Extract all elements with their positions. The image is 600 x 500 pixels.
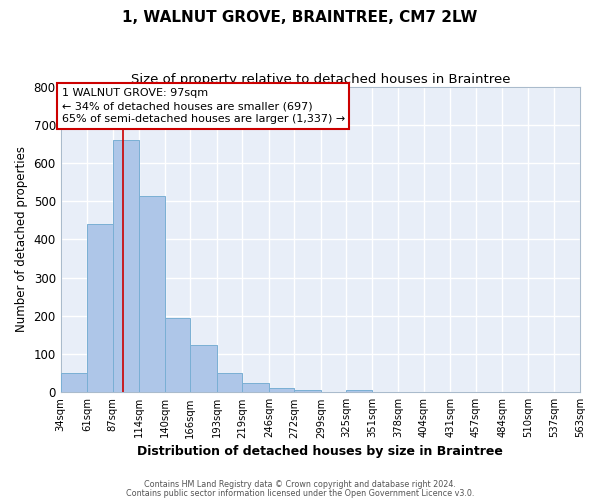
Bar — [139, 196, 165, 392]
Bar — [113, 140, 139, 392]
Bar — [217, 373, 242, 392]
Title: Size of property relative to detached houses in Braintree: Size of property relative to detached ho… — [131, 72, 510, 86]
Bar — [87, 224, 113, 392]
Text: Contains HM Land Registry data © Crown copyright and database right 2024.: Contains HM Land Registry data © Crown c… — [144, 480, 456, 489]
Bar — [190, 344, 217, 393]
Bar — [295, 390, 321, 392]
Bar — [242, 383, 269, 392]
Y-axis label: Number of detached properties: Number of detached properties — [15, 146, 28, 332]
Bar — [165, 318, 190, 392]
Bar — [346, 390, 372, 392]
Text: 1, WALNUT GROVE, BRAINTREE, CM7 2LW: 1, WALNUT GROVE, BRAINTREE, CM7 2LW — [122, 10, 478, 25]
Bar — [61, 373, 87, 392]
Text: Contains public sector information licensed under the Open Government Licence v3: Contains public sector information licen… — [126, 488, 474, 498]
X-axis label: Distribution of detached houses by size in Braintree: Distribution of detached houses by size … — [137, 444, 503, 458]
Bar — [269, 388, 295, 392]
Text: 1 WALNUT GROVE: 97sqm
← 34% of detached houses are smaller (697)
65% of semi-det: 1 WALNUT GROVE: 97sqm ← 34% of detached … — [62, 88, 345, 124]
